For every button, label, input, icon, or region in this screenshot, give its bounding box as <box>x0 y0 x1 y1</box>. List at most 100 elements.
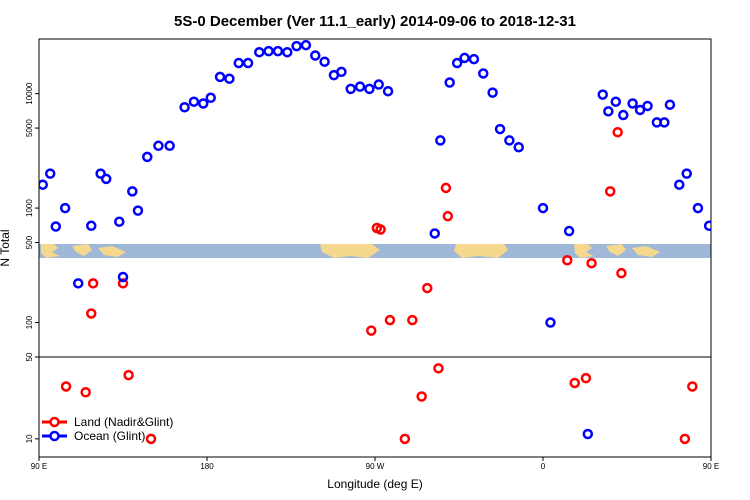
ocean-point <box>563 225 575 237</box>
legend-entry-ocean: Ocean (Glint) <box>42 429 145 443</box>
ocean-point <box>642 100 653 112</box>
land-point <box>687 381 698 392</box>
ocean-point <box>478 68 489 79</box>
ocean-point <box>674 179 685 190</box>
land-point <box>433 363 444 374</box>
ocean-point <box>603 106 614 117</box>
ocean-point <box>627 98 638 109</box>
land-point <box>80 387 91 398</box>
ocean-point <box>114 216 125 227</box>
land-point <box>442 210 454 222</box>
ocean-point <box>310 50 321 61</box>
land-point <box>366 325 377 336</box>
ocean-point <box>513 141 524 153</box>
ocean-point <box>127 186 138 197</box>
land-point <box>416 391 427 402</box>
land-point <box>679 433 691 445</box>
ocean-point <box>319 56 330 67</box>
ocean-point <box>95 168 106 179</box>
ocean-point <box>382 85 394 97</box>
y-tick-label: 50 <box>25 352 34 361</box>
land-point <box>422 282 433 294</box>
ocean-point <box>659 117 670 128</box>
land-point <box>616 267 627 279</box>
land-point <box>375 224 386 235</box>
land-shapes <box>41 244 660 258</box>
ocean-point <box>345 83 356 95</box>
ocean-point <box>282 46 293 58</box>
land-point <box>569 377 580 389</box>
ocean-point <box>610 96 622 107</box>
ocean-point <box>142 151 153 163</box>
ocean-point <box>100 173 112 185</box>
ocean-point <box>537 202 549 214</box>
ocean-point <box>634 104 646 116</box>
ocean-point <box>459 52 470 64</box>
land-point <box>612 126 623 138</box>
ocean-point <box>703 220 711 232</box>
y-axis: 10 50 100 500 1000 5000 10000 <box>25 82 39 443</box>
land-point <box>586 257 597 269</box>
land-point <box>384 314 396 326</box>
y-tick-label: 500 <box>25 235 34 249</box>
ocean-point <box>198 98 209 109</box>
ocean-point <box>86 220 97 232</box>
ocean-point <box>487 87 498 98</box>
legend-ocean-label: Ocean (Glint) <box>74 429 145 443</box>
ocean-point <box>233 57 244 69</box>
ocean-point <box>153 140 164 152</box>
x-tick-label: 90 E <box>31 462 47 471</box>
x-tick-label: 0 <box>541 462 546 471</box>
ocean-point <box>300 39 312 51</box>
ocean-point <box>214 71 226 83</box>
land-point <box>145 433 157 445</box>
land-point <box>87 278 99 289</box>
ocean-point <box>429 228 440 239</box>
series-ocean <box>39 39 711 440</box>
ocean-point <box>444 77 455 88</box>
ocean-point <box>373 79 384 90</box>
ocean-point <box>618 109 629 121</box>
land-point <box>580 372 592 384</box>
x-axis: 90 E 180 90 W 0 90 E <box>31 457 719 471</box>
ocean-point <box>117 271 129 283</box>
ocean-point <box>205 92 216 104</box>
series-land <box>60 126 698 445</box>
ocean-point <box>188 96 200 107</box>
y-tick-label: 100 <box>25 315 34 329</box>
map-strip <box>39 244 711 258</box>
ocean-point <box>254 46 265 58</box>
ocean-point <box>435 135 446 146</box>
land-point <box>399 433 411 445</box>
land-point <box>440 182 452 194</box>
ocean-point <box>263 45 274 57</box>
ocean-point <box>545 317 556 328</box>
land-point <box>117 278 129 289</box>
legend-land-label: Land (Nadir&Glint) <box>74 415 173 429</box>
x-tick-label: 90 W <box>366 462 385 471</box>
legend: Land (Nadir&Glint) Ocean (Glint) <box>42 415 173 443</box>
ocean-point <box>242 57 254 69</box>
y-tick-label: 5000 <box>25 119 34 137</box>
x-tick-label: 90 E <box>703 462 719 471</box>
land-point <box>407 314 418 326</box>
ocean-point <box>494 123 506 135</box>
ocean-point <box>468 53 480 65</box>
ocean-point <box>681 168 692 179</box>
y-tick-label: 10 <box>25 434 34 443</box>
ocean-point <box>354 81 366 92</box>
ocean-point <box>692 202 704 214</box>
ocean-point <box>164 140 175 152</box>
ocean-point <box>364 83 375 95</box>
ocean-point <box>72 278 84 289</box>
ocean-point <box>59 202 71 214</box>
ocean-point <box>132 205 144 216</box>
ocean-point <box>179 102 190 113</box>
y-axis-label: N Total <box>0 229 12 266</box>
data-points <box>39 39 711 445</box>
land-point <box>86 308 97 319</box>
ocean-point <box>224 73 235 84</box>
x-tick-label: 180 <box>200 462 214 471</box>
legend-ocean-marker <box>49 430 60 442</box>
